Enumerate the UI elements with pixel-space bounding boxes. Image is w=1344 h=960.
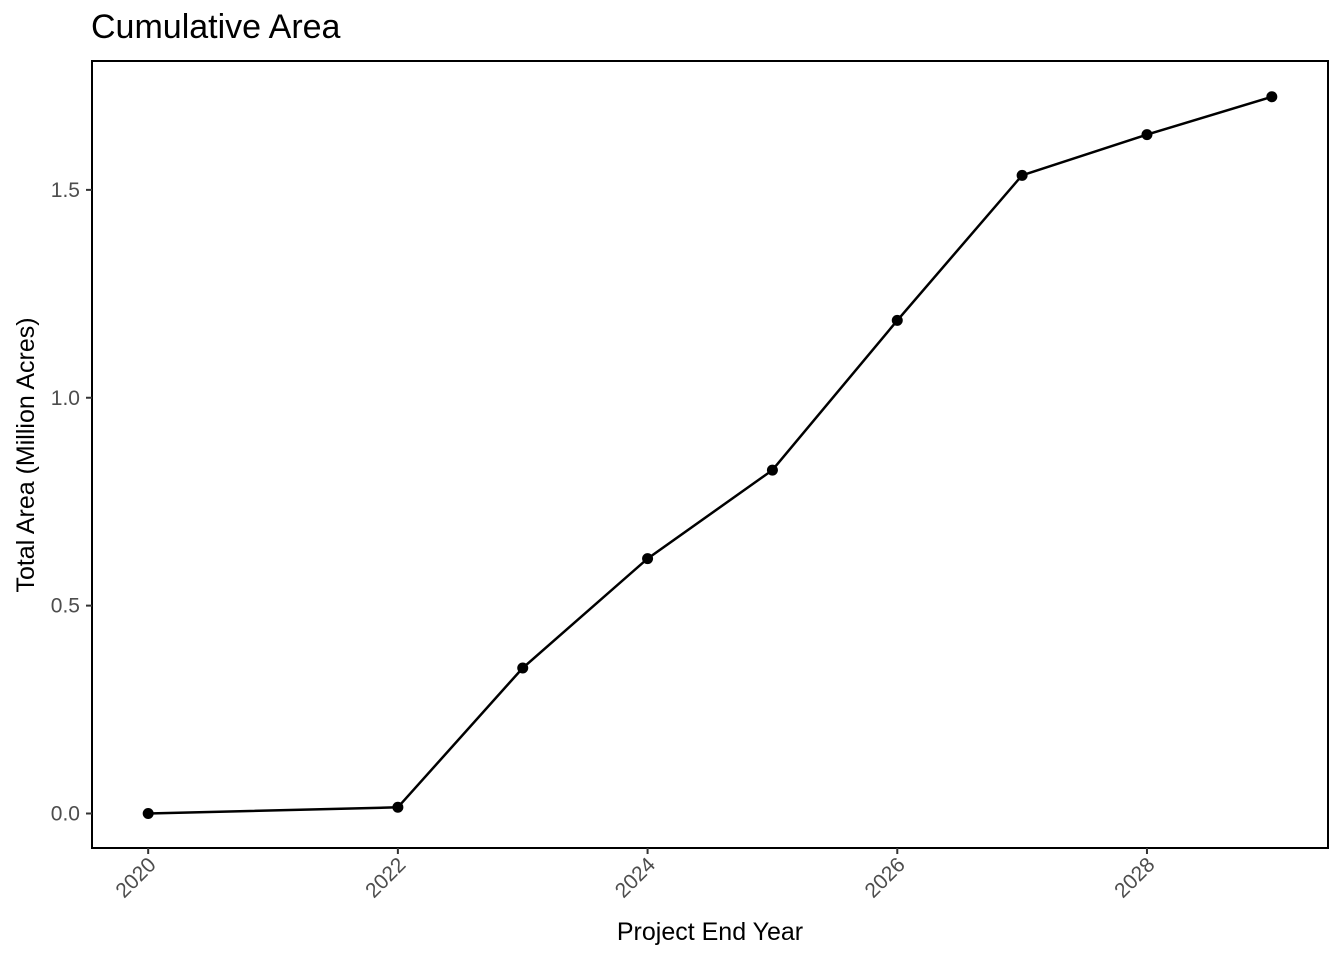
data-point xyxy=(1016,169,1028,181)
x-tick-label: 2026 xyxy=(861,853,910,902)
y-axis-title: Total Area (Million Acres) xyxy=(12,317,40,592)
x-tick-label: 2024 xyxy=(611,853,661,903)
x-tick-label: 2028 xyxy=(1110,853,1159,902)
y-axis: 0.0 0.5 1.0 1.5 xyxy=(51,179,92,825)
data-point xyxy=(517,662,529,674)
y-tick-label: 1.0 xyxy=(51,387,80,410)
series-points xyxy=(142,91,1278,819)
data-point xyxy=(142,807,154,819)
x-tick-label: 2022 xyxy=(361,853,410,902)
x-axis: 2020 2022 2024 2026 2028 xyxy=(111,848,1160,903)
data-point xyxy=(891,314,903,326)
y-tick-label: 0.0 xyxy=(51,802,80,825)
data-point xyxy=(1266,91,1278,103)
y-tick-label: 1.5 xyxy=(51,179,80,202)
chart-title: Cumulative Area xyxy=(91,8,341,46)
data-point xyxy=(766,464,778,476)
y-tick-label: 0.5 xyxy=(51,595,80,618)
data-point xyxy=(642,553,654,565)
x-tick-label: 2020 xyxy=(111,853,160,902)
plot-panel xyxy=(91,60,1329,849)
x-axis-title: Project End Year xyxy=(617,918,803,946)
data-point xyxy=(392,801,404,813)
data-point xyxy=(1141,129,1153,141)
